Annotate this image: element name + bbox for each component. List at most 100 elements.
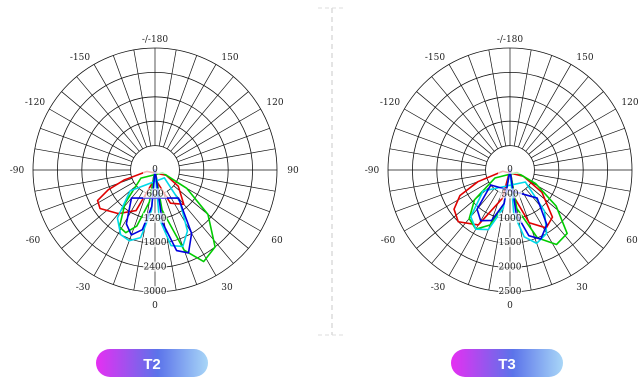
grid-spoke: [93, 64, 144, 150]
radial-label-bg: [143, 212, 167, 223]
angle-tick-label: -120: [25, 98, 45, 108]
angle-tick-label: -30: [76, 283, 91, 293]
angle-tick-label: 150: [576, 53, 593, 63]
radial-tick-label: 1500: [499, 238, 522, 248]
grid-spoke: [173, 185, 249, 249]
radial-tick-label: 1000: [499, 214, 522, 224]
grid-spoke: [431, 76, 495, 152]
radial-label-bg: [143, 286, 167, 296]
grid-spoke: [76, 76, 140, 152]
angle-tick-label: 120: [621, 98, 638, 108]
angle-tick-label: 60: [626, 236, 638, 246]
radial-label-bg: [498, 212, 522, 223]
grid-spoke: [49, 108, 135, 159]
grid-spoke: [525, 76, 589, 152]
radial-label-bg: [143, 164, 167, 174]
grid-spoke: [525, 188, 589, 264]
grid-spoke: [389, 148, 487, 167]
angle-tick-label: -90: [10, 166, 25, 176]
grid-spoke: [61, 185, 137, 249]
center-divider: [318, 7, 346, 336]
grid-spoke: [395, 178, 488, 213]
radial-tick-label: 500: [501, 189, 518, 199]
grid-spoke: [173, 91, 249, 155]
grid-spoke: [166, 64, 217, 150]
grid-spoke: [133, 193, 152, 291]
angle-tick-label: 150: [221, 53, 238, 63]
angle-tick-label: -30: [431, 283, 446, 293]
grid-spoke: [175, 181, 261, 232]
grid-spoke: [112, 55, 147, 148]
grid-spoke: [488, 49, 507, 147]
radial-tick-label: 1200: [144, 214, 167, 224]
grid-spoke: [133, 49, 152, 147]
series-curve-1: [468, 169, 568, 246]
badge-t2-label: T2: [143, 356, 161, 373]
grid-spoke: [175, 108, 261, 159]
grid-spoke: [49, 181, 135, 232]
grid-spoke: [532, 178, 625, 213]
grid-spoke: [34, 173, 132, 192]
grid-spoke: [431, 188, 495, 264]
grid-spoke: [528, 185, 604, 249]
grid-spoke: [530, 181, 616, 232]
grid-spoke: [170, 76, 234, 152]
grid-spoke: [404, 108, 490, 159]
radial-label-bg: [143, 261, 167, 272]
radial-label-bg: [143, 188, 167, 199]
grid-spoke: [533, 148, 631, 167]
grid-spoke: [528, 91, 604, 155]
radial-label-bg: [143, 237, 167, 248]
grid-spoke: [389, 173, 487, 192]
angle-tick-label: 30: [221, 283, 233, 293]
radial-label-bg: [498, 164, 522, 174]
radial-tick-label: 3000: [144, 287, 167, 297]
grid-spoke: [416, 91, 492, 155]
angle-tick-label: -90: [365, 166, 380, 176]
angle-tick-label: -120: [380, 98, 400, 108]
radial-label-bg: [498, 237, 522, 248]
radial-label-bg: [498, 261, 522, 272]
angle-tick-label: 0: [152, 301, 158, 311]
grid-spoke: [112, 192, 147, 285]
grid-spoke: [163, 192, 198, 285]
grid-spoke: [404, 181, 490, 232]
grid-spoke: [467, 192, 502, 285]
grid-spoke: [76, 188, 140, 264]
grid-spoke: [34, 148, 132, 167]
radial-tick-label: 2400: [144, 263, 167, 273]
grid-spoke: [530, 108, 616, 159]
radial-tick-label: 0: [507, 165, 513, 175]
angle-tick-label: 30: [576, 283, 588, 293]
angle-tick-label: 90: [287, 166, 299, 176]
grid-spoke: [158, 49, 177, 147]
angle-tick-label: -60: [26, 236, 41, 246]
badge-t3: T3: [451, 349, 563, 377]
series-curve-1: [118, 169, 216, 263]
radial-tick-label: 0: [152, 165, 158, 175]
angle-tick-label: -150: [70, 53, 90, 63]
radial-tick-label: 600: [146, 189, 163, 199]
radial-tick-label: 2000: [499, 263, 522, 273]
radial-label-bg: [498, 286, 522, 296]
badge-t3-label: T3: [498, 356, 516, 373]
grid-spoke: [177, 178, 270, 213]
grid-spoke: [532, 127, 625, 162]
grid-spoke: [518, 55, 553, 148]
grid-spoke: [448, 190, 499, 276]
radial-tick-label: 1800: [144, 238, 167, 248]
angle-tick-label: 120: [266, 98, 283, 108]
angle-tick-label: -150: [425, 53, 445, 63]
grid-spoke: [533, 173, 631, 192]
angle-tick-label: 0: [507, 301, 513, 311]
grid-spoke: [93, 190, 144, 276]
grid-spoke: [163, 55, 198, 148]
grid-spoke: [513, 49, 532, 147]
grid-spoke: [521, 64, 572, 150]
grid-spoke: [395, 127, 488, 162]
badge-t2: T2: [96, 349, 208, 377]
grid-spoke: [178, 148, 276, 167]
grid-spoke: [177, 127, 270, 162]
grid-spoke: [448, 64, 499, 150]
